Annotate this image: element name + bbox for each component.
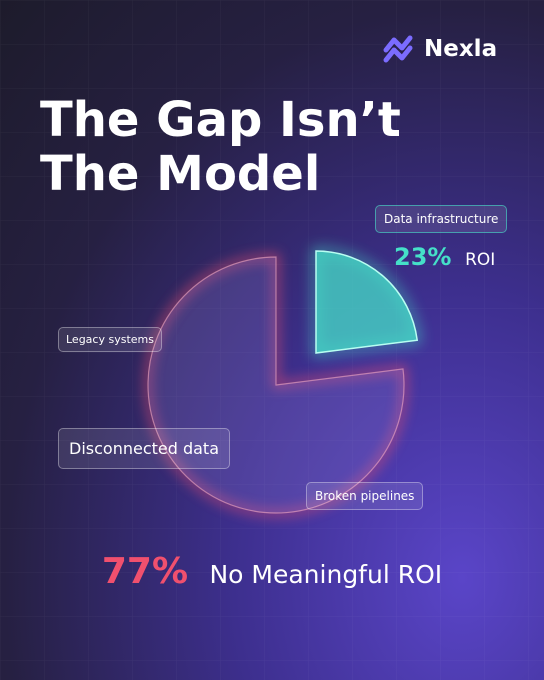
- brand-name: Nexla: [424, 36, 497, 62]
- value-label: 23%: [394, 243, 451, 271]
- brand-logo: [383, 35, 413, 63]
- category-label: No Meaningful ROI: [209, 560, 442, 589]
- slice: [147, 256, 405, 514]
- annotation: Data infrastructure: [375, 205, 508, 233]
- annotation: Broken pipelines: [306, 482, 424, 510]
- annotation: Legacy systems: [58, 327, 162, 352]
- value-label: 77%: [102, 551, 188, 592]
- annotation: Disconnected data: [58, 428, 231, 469]
- pie: [144, 247, 421, 517]
- category-label: ROI: [465, 250, 495, 270]
- title-line: The Gap Isn’t: [40, 92, 401, 148]
- slice-label: 77% No Meaningful ROI: [102, 551, 442, 592]
- slice: [315, 250, 419, 354]
- slice-label: 23% ROI: [394, 243, 495, 271]
- title-line: The Model: [40, 146, 320, 202]
